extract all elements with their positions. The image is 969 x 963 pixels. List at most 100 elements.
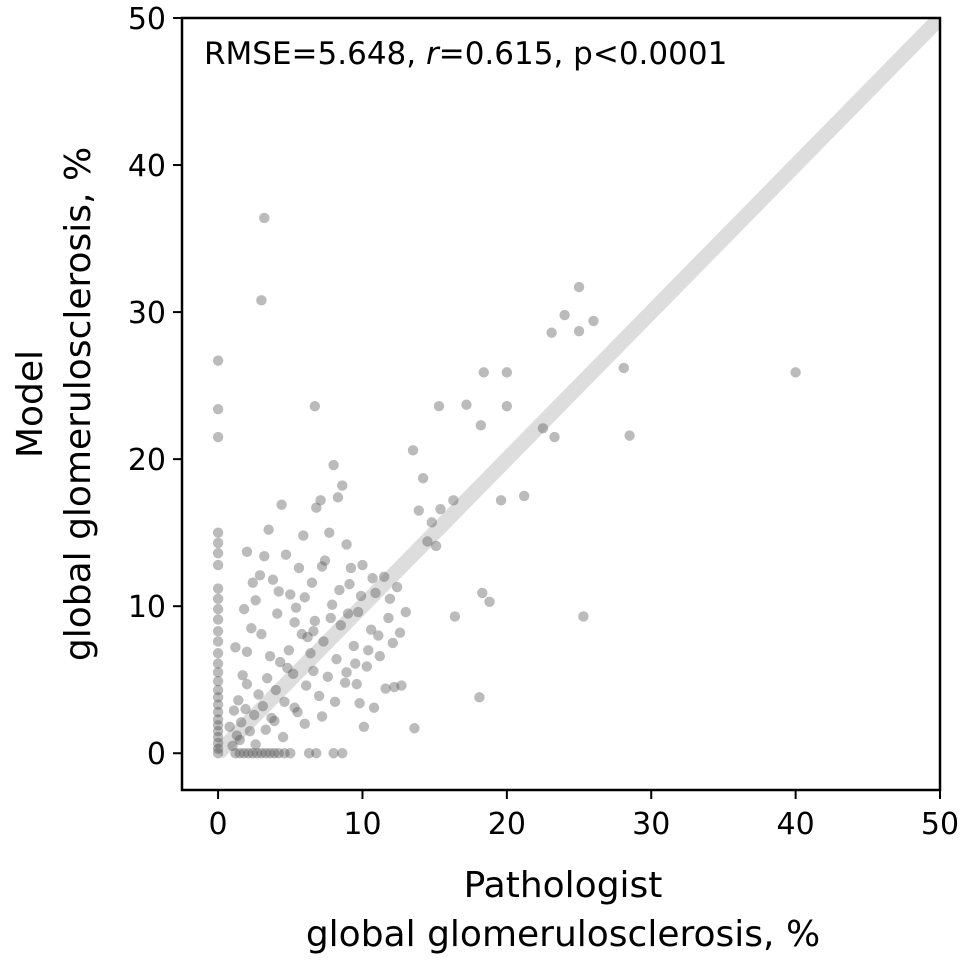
data-point [315, 495, 326, 506]
data-point [277, 731, 289, 743]
data-point [212, 743, 224, 755]
data-point [267, 574, 279, 585]
data-point [461, 399, 472, 410]
data-point [334, 584, 345, 596]
data-point [618, 362, 630, 374]
data-point [230, 748, 241, 759]
data-point [250, 739, 261, 750]
data-point [260, 748, 271, 759]
data-point [212, 667, 224, 678]
plot-area [212, 18, 940, 759]
data-point [318, 636, 329, 647]
plot-frame [180, 16, 942, 792]
data-point [588, 315, 599, 327]
data-point [578, 611, 589, 622]
data-point [296, 628, 308, 640]
data-point [355, 590, 367, 602]
data-point [237, 670, 248, 681]
data-point [309, 401, 321, 412]
data-point [328, 748, 339, 759]
data-point [212, 603, 224, 615]
x-axis-title-line2: global glomerulosclerosis, % [306, 914, 820, 955]
data-point [396, 680, 407, 691]
data-point [269, 748, 280, 759]
data-point [241, 646, 253, 657]
data-point [313, 690, 325, 702]
data-point [259, 212, 270, 224]
data-point [559, 309, 570, 321]
data-point [264, 748, 276, 759]
data-point [358, 721, 370, 732]
data-point [303, 748, 315, 759]
data-point [383, 612, 394, 624]
data-point [363, 645, 374, 656]
data-point [430, 540, 442, 552]
y-tick-label: 0 [147, 737, 166, 772]
data-point [290, 602, 302, 613]
data-point [351, 678, 362, 690]
stats-annotation: RMSE=5.648, r=0.615, p<0.0001 [204, 36, 727, 72]
data-point [322, 671, 334, 682]
data-point [348, 640, 360, 652]
data-point [263, 524, 274, 535]
data-point [337, 748, 348, 759]
data-point [241, 678, 253, 690]
y-tick-label: 20 [128, 443, 166, 478]
data-point [212, 731, 224, 743]
data-point [253, 689, 264, 700]
data-point [264, 650, 276, 662]
x-tick-label: 40 [777, 807, 815, 842]
data-point [413, 505, 424, 516]
data-point [378, 571, 390, 582]
data-point [285, 589, 296, 600]
data-point [435, 503, 446, 515]
data-point [212, 675, 224, 687]
data-point [368, 702, 380, 713]
data-point [302, 631, 313, 643]
data-point [342, 608, 354, 619]
data-point [279, 696, 290, 707]
data-point [274, 656, 286, 668]
x-tick-label: 50 [921, 807, 959, 842]
data-point [391, 581, 403, 593]
data-point [230, 642, 241, 653]
data-point [254, 570, 266, 581]
data-point [233, 695, 244, 706]
data-point [212, 648, 224, 659]
data-point [212, 737, 224, 749]
data-point [212, 636, 224, 647]
data-point [422, 536, 433, 547]
data-point [212, 431, 224, 443]
data-point [212, 527, 224, 538]
data-point [324, 527, 335, 538]
data-point [224, 721, 235, 732]
data-point [417, 473, 429, 484]
data-point [325, 612, 336, 624]
data-point [387, 637, 398, 649]
data-point [518, 490, 530, 502]
data-point [259, 550, 270, 562]
data-point [484, 596, 495, 607]
data-point [573, 326, 585, 337]
data-point [280, 549, 292, 560]
data-point [341, 539, 352, 550]
data-point [212, 706, 224, 718]
data-point [228, 705, 240, 716]
data-point [283, 645, 295, 656]
data-point [344, 578, 355, 590]
data-point [331, 653, 342, 665]
data-point [384, 593, 396, 605]
data-point [212, 548, 224, 559]
data-point [309, 615, 321, 627]
data-point [238, 603, 250, 615]
data-point [234, 734, 245, 746]
data-point [409, 723, 420, 734]
y-tick-label: 30 [128, 296, 166, 331]
data-point [374, 650, 386, 662]
data-point [433, 401, 445, 412]
data-point [319, 555, 331, 566]
data-point [306, 577, 318, 588]
data-point [292, 706, 303, 718]
data-point [234, 748, 245, 759]
